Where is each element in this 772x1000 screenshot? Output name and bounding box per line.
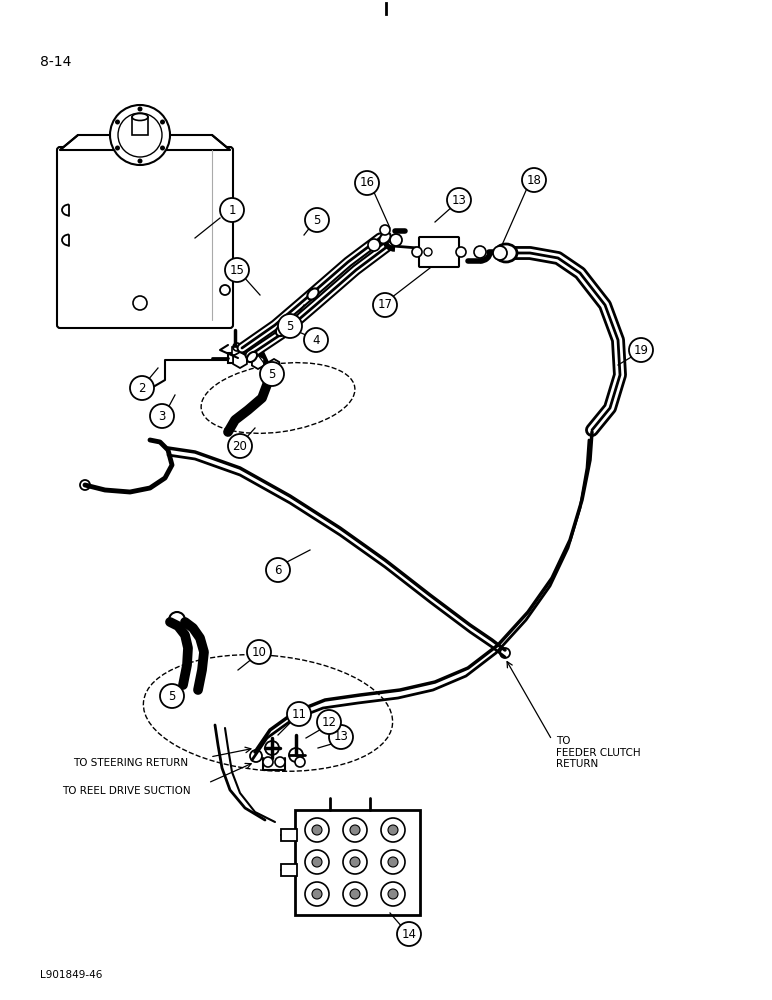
Text: 1: 1 (229, 204, 235, 217)
Text: 19: 19 (634, 344, 648, 357)
Circle shape (317, 710, 341, 734)
Circle shape (456, 247, 466, 257)
Text: TO STEERING RETURN: TO STEERING RETURN (73, 758, 188, 768)
Circle shape (266, 558, 290, 582)
Text: TO REEL DRIVE SUCTION: TO REEL DRIVE SUCTION (62, 786, 191, 796)
Circle shape (388, 825, 398, 835)
Circle shape (312, 825, 322, 835)
Text: 2: 2 (138, 381, 146, 394)
Ellipse shape (307, 288, 319, 300)
Circle shape (115, 145, 120, 150)
Circle shape (412, 247, 422, 257)
Circle shape (305, 208, 329, 232)
Circle shape (260, 362, 284, 386)
Text: 5: 5 (313, 214, 320, 227)
Text: 17: 17 (378, 298, 392, 312)
Circle shape (350, 825, 360, 835)
Circle shape (220, 198, 244, 222)
Circle shape (355, 171, 379, 195)
Circle shape (522, 168, 546, 192)
Bar (281, 864, 297, 876)
Circle shape (424, 248, 432, 256)
Text: L901849-46: L901849-46 (40, 970, 103, 980)
Circle shape (493, 246, 507, 260)
Bar (232, 347, 240, 355)
Circle shape (474, 246, 486, 258)
Ellipse shape (379, 232, 391, 244)
Text: TO
FEEDER CLUTCH
RETURN: TO FEEDER CLUTCH RETURN (556, 736, 641, 769)
Circle shape (278, 314, 302, 338)
Bar (281, 829, 297, 841)
Ellipse shape (247, 352, 257, 362)
Circle shape (312, 889, 322, 899)
Text: 13: 13 (334, 730, 348, 744)
Circle shape (350, 857, 360, 867)
FancyBboxPatch shape (57, 147, 233, 328)
Circle shape (380, 225, 390, 235)
Ellipse shape (495, 244, 517, 262)
Circle shape (397, 922, 421, 946)
FancyBboxPatch shape (419, 237, 459, 267)
Circle shape (388, 889, 398, 899)
Text: 20: 20 (232, 440, 248, 452)
Text: 16: 16 (360, 176, 374, 190)
Circle shape (312, 857, 322, 867)
Text: 10: 10 (252, 646, 266, 658)
Text: 4: 4 (312, 334, 320, 347)
Text: 15: 15 (229, 263, 245, 276)
Circle shape (130, 376, 154, 400)
Text: 5: 5 (269, 367, 276, 380)
Circle shape (228, 434, 252, 458)
Text: 8-14: 8-14 (40, 55, 71, 69)
Circle shape (368, 239, 380, 251)
Circle shape (447, 188, 471, 212)
Circle shape (287, 702, 311, 726)
Circle shape (137, 158, 143, 163)
Circle shape (388, 857, 398, 867)
Circle shape (110, 105, 170, 165)
Circle shape (263, 757, 273, 767)
Circle shape (160, 684, 184, 708)
Circle shape (329, 725, 353, 749)
Text: 3: 3 (158, 410, 166, 422)
Circle shape (390, 234, 402, 246)
Ellipse shape (276, 324, 288, 336)
Bar (228, 353, 244, 363)
Bar (295, 810, 420, 915)
Circle shape (373, 293, 397, 317)
Circle shape (247, 640, 271, 664)
Circle shape (295, 757, 305, 767)
Circle shape (225, 258, 249, 282)
Circle shape (150, 404, 174, 428)
Circle shape (137, 106, 143, 111)
Text: 12: 12 (321, 716, 337, 728)
Circle shape (160, 145, 165, 150)
Text: 13: 13 (452, 194, 466, 207)
Circle shape (275, 757, 285, 767)
Circle shape (629, 338, 653, 362)
Ellipse shape (132, 113, 148, 120)
Text: 5: 5 (286, 320, 293, 332)
Bar (132, 117, 148, 135)
Circle shape (160, 119, 165, 124)
Text: 11: 11 (292, 708, 306, 720)
Text: 5: 5 (168, 690, 176, 702)
Circle shape (304, 328, 328, 352)
Text: 6: 6 (274, 564, 282, 576)
Circle shape (350, 889, 360, 899)
Polygon shape (60, 135, 230, 150)
Circle shape (115, 119, 120, 124)
Text: 18: 18 (527, 174, 541, 186)
Text: 14: 14 (401, 928, 417, 940)
